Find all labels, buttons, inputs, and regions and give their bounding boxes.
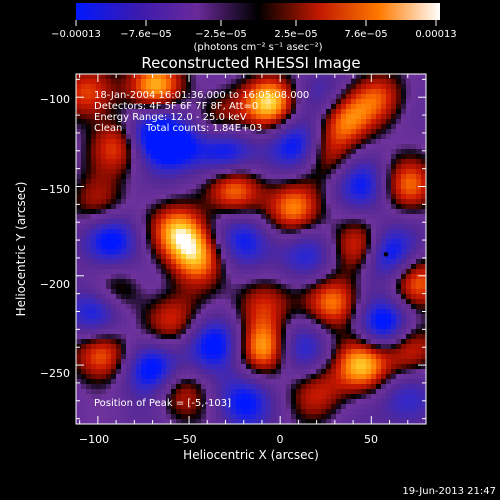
cbar-tick-5: 0.00013 xyxy=(415,29,456,40)
y-axis-label: Heliocentric Y (arcsec) xyxy=(14,182,28,317)
annotation-peak-position: Position of Peak = [-5,-103] xyxy=(94,398,231,409)
y-tick-label-1: −150 xyxy=(40,183,70,196)
colorbar-ticks xyxy=(75,20,437,26)
annotation-detectors: Detectors: 4F 5F 6F 7F 8F, Att=0 xyxy=(94,101,258,112)
axis-ticks xyxy=(76,74,427,424)
annotation-time-range: 18-Jan-2004 16:01:36.000 to 16:05:08.000 xyxy=(94,90,309,101)
cbar-tick-1: −7.6e−05 xyxy=(120,29,172,40)
annotation-energy-range: Energy Range: 12.0 - 25.0 keV xyxy=(94,112,247,123)
colorbar xyxy=(76,3,440,20)
peak-marker xyxy=(383,252,389,257)
heatmap-image xyxy=(76,74,426,424)
y-tick-label-3: −250 xyxy=(40,367,70,380)
cbar-tick-3: 2.5e−05 xyxy=(274,29,317,40)
chart-title: Reconstructed RHESSI Image xyxy=(141,54,360,72)
cbar-tick-4: 7.6e−05 xyxy=(344,29,387,40)
y-tick-label-2: −200 xyxy=(40,278,70,291)
x-axis-label: Heliocentric X (arcsec) xyxy=(183,448,319,462)
x-tick-label-3: 50 xyxy=(364,433,378,446)
x-tick-label-2: 0 xyxy=(277,433,284,446)
colorbar-units: (photons cm⁻² s⁻¹ asec⁻²) xyxy=(193,42,322,53)
x-tick-label-1: −50 xyxy=(173,433,196,446)
x-tick-label-0: −100 xyxy=(79,433,109,446)
annotation-method: Clean xyxy=(94,123,122,134)
annotation-total-counts: Total counts: 1.84E+03 xyxy=(145,123,262,134)
plot-frame xyxy=(75,73,427,425)
timestamp: 19-Jun-2013 21:47 xyxy=(402,486,496,497)
y-tick-label-0: −100 xyxy=(40,93,70,106)
cbar-tick-0: −0.00013 xyxy=(51,29,101,40)
cbar-tick-2: −2.5e−05 xyxy=(195,29,247,40)
